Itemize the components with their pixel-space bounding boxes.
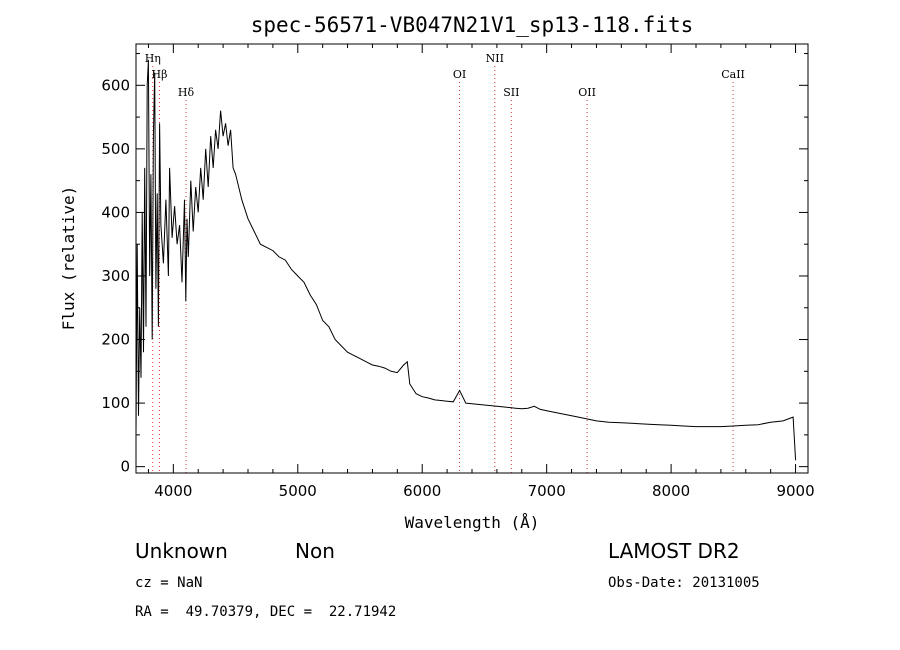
chart-title: spec-56571-VB047N21V1_sp13-118.fits (251, 13, 694, 37)
x-tick-label: 5000 (279, 482, 317, 500)
object-subclass: Non (295, 539, 335, 563)
emission-line-label: SII (503, 86, 519, 99)
spectrum-series-line (135, 59, 797, 461)
y-tick-label: 300 (101, 267, 130, 285)
survey-name: LAMOST DR2 (608, 539, 740, 563)
emission-line-label: OII (578, 86, 596, 99)
x-tick-label: 4000 (154, 482, 192, 500)
plot-frame (135, 43, 809, 474)
x-tick-label: 9000 (776, 482, 814, 500)
x-tick-label: 7000 (528, 482, 566, 500)
y-tick-label: 600 (101, 76, 130, 94)
x-axis-label: Wavelength (Å) (405, 513, 540, 532)
y-tick-label: 0 (120, 458, 130, 476)
emission-line-label: Hβ (152, 68, 168, 81)
y-tick-label: 100 (101, 394, 130, 412)
y-axis-ticks: 0 100 200 300 400 500 600 (101, 53, 808, 476)
y-tick-label: 200 (101, 331, 130, 349)
emission-line-label: Hη (145, 52, 161, 65)
emission-line-label: Hδ (178, 86, 195, 99)
y-tick-label: 400 (101, 203, 130, 221)
x-tick-label: 8000 (652, 482, 690, 500)
observation-date: Obs-Date: 20131005 (608, 575, 760, 591)
redshift-cz: cz = NaN (135, 575, 203, 591)
coordinates: RA = 49.70379, DEC = 22.71942 (135, 604, 397, 620)
x-tick-label: 6000 (403, 482, 441, 500)
object-class: Unknown (135, 539, 228, 563)
y-axis-label: Flux (relative) (59, 186, 78, 331)
emission-line-label: OI (453, 68, 466, 81)
y-tick-label: 500 (101, 140, 130, 158)
emission-line-label: NII (486, 52, 504, 65)
emission-line-label: CaII (721, 68, 745, 81)
x-axis-ticks: 4000 5000 6000 7000 8000 9000 (147, 44, 815, 500)
emission-line-markers: Hη Hβ Hδ OI NII SII OII CaII (145, 52, 745, 473)
